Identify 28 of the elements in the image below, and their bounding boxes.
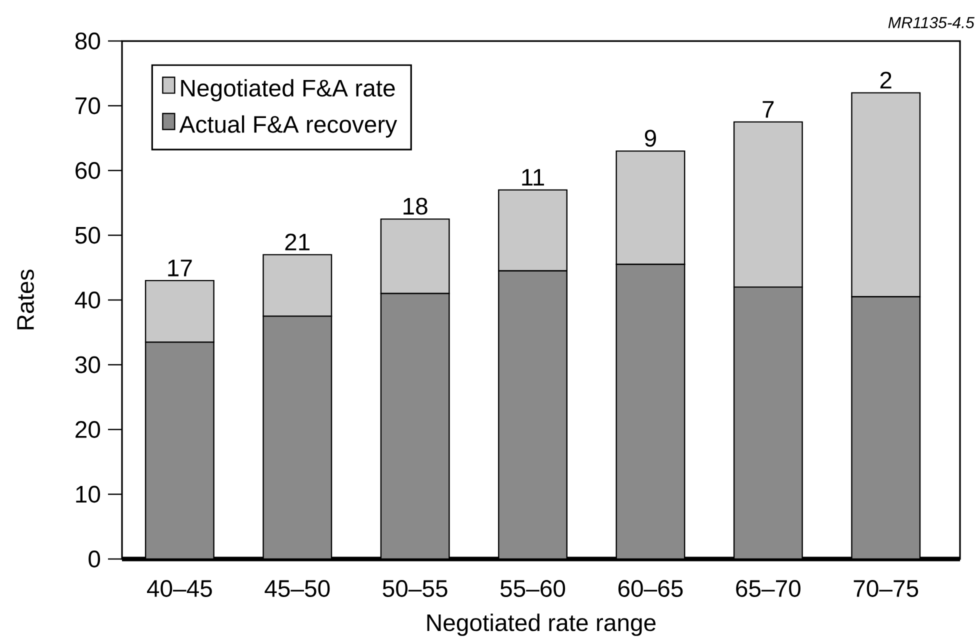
x-tick-label: 45–50 bbox=[264, 580, 330, 597]
legend-label: Negotiated F&A rate bbox=[181, 79, 395, 102]
x-tick-label: 40–45 bbox=[147, 580, 212, 597]
annotation: 9 bbox=[644, 130, 656, 147]
x-tick-label: 60–65 bbox=[618, 580, 683, 597]
x-tick-label: 55–60 bbox=[500, 580, 566, 597]
x-axis-title: Negotiated rate range bbox=[427, 614, 656, 636]
annotation: 7 bbox=[762, 101, 774, 118]
y-tick-label: 0 bbox=[88, 550, 100, 568]
text: MR1135-4.5 bbox=[888, 16, 974, 28]
y-tick-label: 60 bbox=[76, 162, 100, 179]
y-tick-label: 50 bbox=[75, 226, 100, 244]
annotation: 2 bbox=[880, 72, 892, 88]
annotation: 11 bbox=[522, 169, 544, 186]
annotation: 21 bbox=[285, 234, 310, 250]
y-tick-label: 80 bbox=[75, 32, 100, 50]
x-tick-label: 50–55 bbox=[382, 580, 448, 597]
y-tick-label: 70 bbox=[76, 97, 100, 114]
y-tick-label: 30 bbox=[75, 356, 100, 374]
legend-label: Actual F&A recovery bbox=[179, 115, 398, 138]
annotation: 17 bbox=[168, 260, 192, 276]
annotation: 18 bbox=[404, 198, 428, 215]
y-tick-label: 20 bbox=[76, 421, 100, 438]
y-axis-title: Rates bbox=[17, 270, 34, 330]
y-tick-label: 40 bbox=[74, 292, 100, 308]
x-tick-label: 65–70 bbox=[736, 580, 800, 597]
x-tick-label: 70–75 bbox=[854, 580, 918, 597]
y-tick-label: 10 bbox=[76, 486, 100, 503]
